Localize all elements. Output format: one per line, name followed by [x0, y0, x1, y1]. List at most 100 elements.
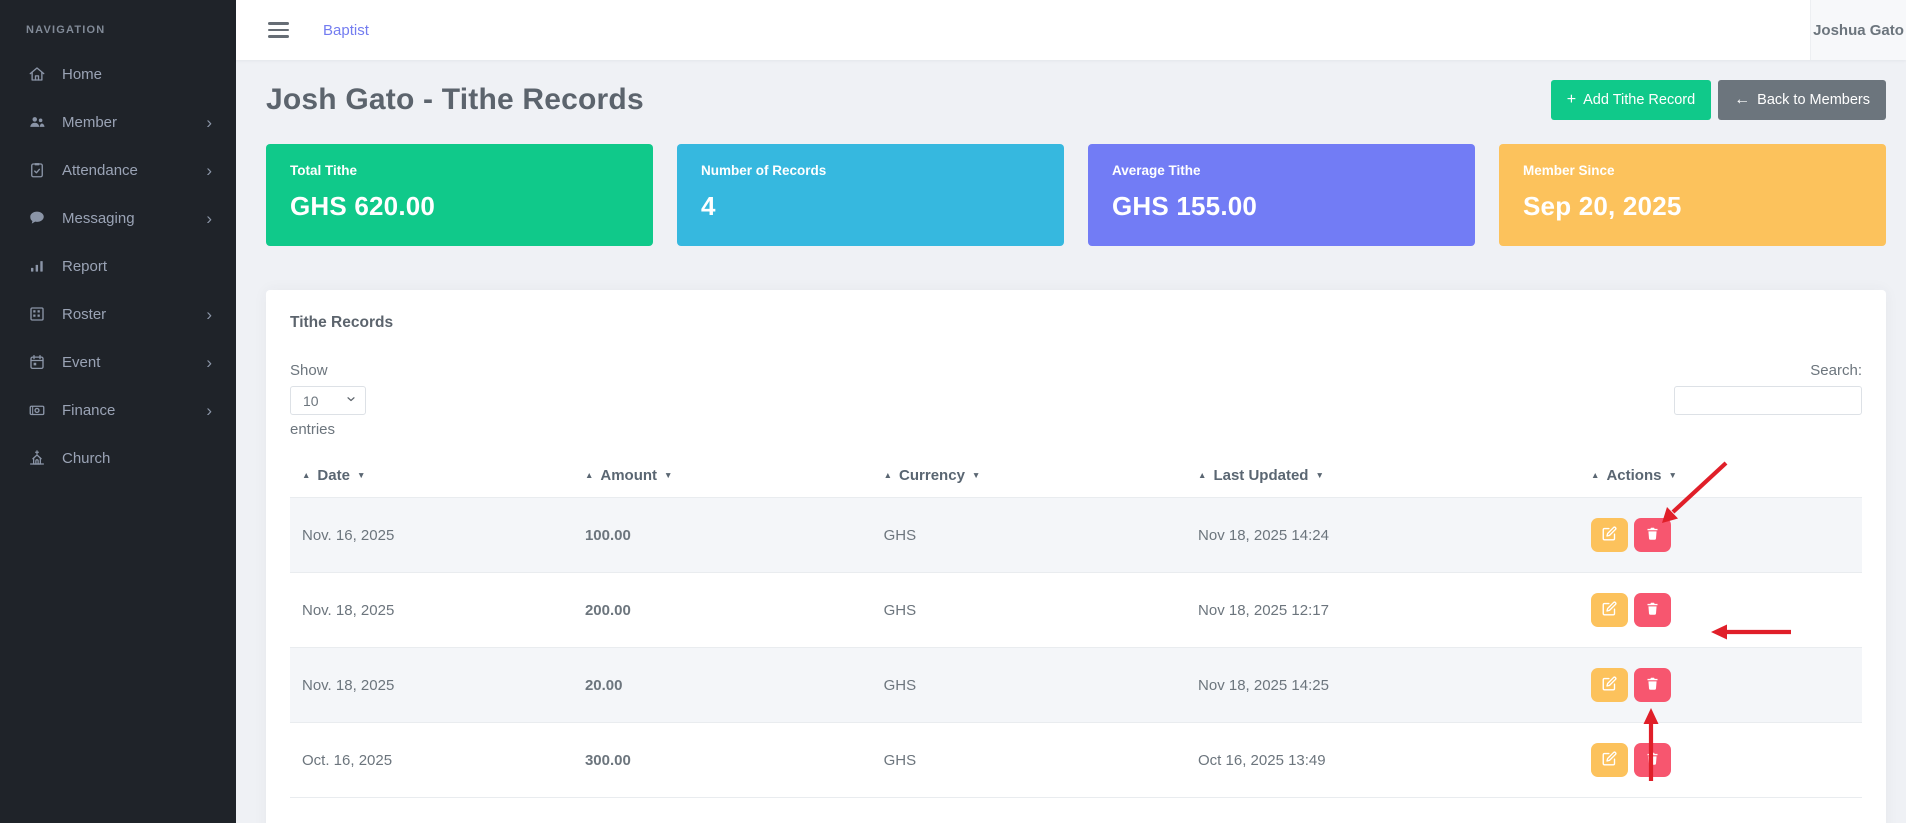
stat-value: GHS 620.00 [290, 191, 436, 221]
sidebar-item-event[interactable]: Event › [0, 338, 236, 386]
edit-record-button[interactable] [1591, 743, 1629, 777]
search-input[interactable] [1674, 386, 1862, 415]
sidebar-item-label: Roster [62, 305, 107, 323]
edit-record-button[interactable] [1591, 593, 1629, 627]
cell-date: Nov. 18, 2025 [302, 676, 395, 694]
page-title: Josh Gato - Tithe Records [266, 83, 644, 116]
church-icon [27, 448, 47, 468]
grid-icon [27, 304, 47, 324]
sidebar-item-church[interactable]: Church [0, 434, 236, 482]
sidebar-item-roster[interactable]: Roster › [0, 290, 236, 338]
cell-last-updated: Nov 18, 2025 14:25 [1198, 676, 1329, 694]
chevron-right-icon: › [206, 112, 212, 132]
edit-pencil-icon [1602, 601, 1617, 619]
page-length-select[interactable]: 10 [290, 386, 366, 415]
add-tithe-record-button[interactable]: + Add Tithe Record [1550, 80, 1712, 120]
table-footer: Showing 1 to 4 of 4 entries ‹ 1 › [290, 818, 1862, 823]
delete-record-button[interactable] [1634, 518, 1672, 552]
column-header-date[interactable]: ▲ Date ▼ [302, 467, 366, 484]
edit-record-button[interactable] [1591, 668, 1629, 702]
home-icon [27, 64, 47, 84]
edit-pencil-icon [1602, 676, 1617, 694]
sidebar-item-label: Church [62, 449, 111, 467]
stat-label: Total Tithe [290, 163, 357, 178]
stat-label: Member Since [1523, 163, 1615, 178]
sidebar-item-label: Member [62, 113, 118, 131]
delete-record-button[interactable] [1634, 593, 1672, 627]
sidebar-item-attendance[interactable]: Attendance › [0, 146, 236, 194]
sort-desc-icon: ▼ [971, 470, 981, 480]
column-header-currency[interactable]: ▲ Currency ▼ [883, 467, 981, 484]
sidebar-item-home[interactable]: Home [0, 50, 236, 98]
sidebar-item-messaging[interactable]: Messaging › [0, 194, 236, 242]
cell-last-updated: Nov 18, 2025 12:17 [1198, 601, 1329, 619]
page-content: Josh Gato - Tithe Records + Add Tithe Re… [236, 60, 1906, 823]
chevron-right-icon: › [206, 304, 212, 324]
stat-card-number-of-records: Number of Records 4 [677, 144, 1064, 246]
stat-card-average-tithe: Average Tithe GHS 155.00 [1088, 144, 1475, 246]
clipboard-check-icon [27, 160, 47, 180]
brand-link[interactable]: Baptist [323, 21, 369, 39]
sidebar-item-report[interactable]: Report [0, 242, 236, 290]
page-header: Josh Gato - Tithe Records + Add Tithe Re… [266, 80, 1886, 120]
column-header-last-updated[interactable]: ▲ Last Updated ▼ [1198, 467, 1324, 484]
chevron-right-icon: › [206, 160, 212, 180]
cell-last-updated: Oct 16, 2025 13:49 [1198, 751, 1326, 769]
sidebar-item-label: Attendance [62, 161, 138, 179]
users-icon [27, 112, 47, 132]
chevron-right-icon: › [206, 400, 212, 420]
edit-record-button[interactable] [1591, 518, 1629, 552]
sidebar-item-label: Report [62, 257, 108, 275]
length-menu: Show 10 entries [290, 362, 366, 438]
card-title: Tithe Records [290, 314, 394, 331]
stat-value: GHS 155.00 [1112, 191, 1258, 221]
cell-date: Nov. 18, 2025 [302, 601, 395, 619]
cell-currency: GHS [883, 676, 917, 694]
cell-amount: 200.00 [584, 601, 631, 619]
calendar-icon [27, 352, 47, 372]
sort-desc-icon: ▼ [664, 470, 673, 480]
sort-asc-icon: ▲ [883, 470, 893, 480]
plus-icon: + [1566, 91, 1577, 108]
column-header-amount[interactable]: ▲ Amount ▼ [584, 467, 673, 484]
cell-amount: 300.00 [584, 751, 631, 769]
column-header-actions[interactable]: ▲ Actions ▼ [1591, 467, 1677, 484]
entries-label: entries [290, 421, 336, 438]
tithe-records-card: Tithe Records Show 10 entries Sear [266, 290, 1886, 823]
sidebar-item-finance[interactable]: Finance › [0, 386, 236, 434]
cell-currency: GHS [883, 601, 917, 619]
search-block: Search: [1674, 362, 1862, 415]
topbar: Baptist Joshua Gato [236, 0, 1906, 60]
delete-record-button[interactable] [1634, 668, 1672, 702]
stat-label: Number of Records [701, 163, 827, 178]
trash-icon [1645, 751, 1660, 769]
cell-currency: GHS [883, 526, 917, 544]
cell-last-updated: Nov 18, 2025 14:24 [1198, 526, 1329, 544]
trash-icon [1645, 526, 1660, 544]
user-menu[interactable]: Joshua Gato [1810, 0, 1906, 60]
table-row: Nov. 18, 2025 20.00 GHS Nov 18, 2025 14:… [290, 647, 1862, 723]
main-area: Baptist Joshua Gato Josh Gato - Tithe Re… [236, 0, 1906, 823]
sidebar-item-member[interactable]: Member › [0, 98, 236, 146]
delete-record-button[interactable] [1634, 743, 1672, 777]
back-to-members-button[interactable]: ← Back to Members [1718, 80, 1886, 120]
chevron-right-icon: › [206, 208, 212, 228]
sidebar-item-label: Messaging [62, 209, 135, 227]
stat-card-total-tithe: Total Tithe GHS 620.00 [266, 144, 653, 246]
nav-section-label: NAVIGATION [26, 24, 106, 36]
tithe-records-table: ▲ Date ▼ ▲ Amount ▼ ▲ Currency ▼ ▲ Last Updated… [290, 454, 1862, 798]
table-row: Nov. 16, 2025 100.00 GHS Nov 18, 2025 14… [290, 497, 1862, 573]
sidebar: NAVIGATION Home Member › Attendance › Me… [0, 0, 236, 823]
banknote-icon [27, 400, 47, 420]
hamburger-menu-icon[interactable] [266, 18, 291, 42]
bar-chart-icon [27, 256, 47, 276]
sidebar-item-label: Home [62, 65, 103, 83]
stat-cards-row: Total Tithe GHS 620.00 Number of Records… [266, 144, 1886, 246]
trash-icon [1645, 601, 1660, 619]
sort-desc-icon: ▼ [1315, 470, 1324, 480]
table-toolbar: Show 10 entries Search: [290, 362, 1862, 438]
user-name: Joshua Gato [1813, 21, 1904, 39]
stat-card-member-since: Member Since Sep 20, 2025 [1499, 144, 1886, 246]
sort-desc-icon: ▼ [1668, 470, 1677, 480]
